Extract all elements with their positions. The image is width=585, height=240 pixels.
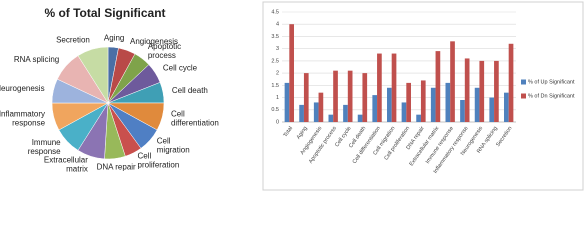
bar xyxy=(343,104,348,122)
pie-label: Cell death xyxy=(172,86,208,95)
bar xyxy=(445,82,451,122)
bar xyxy=(357,114,363,122)
bar xyxy=(479,60,485,122)
pie-label: Cell migration xyxy=(157,137,190,155)
legend-swatch xyxy=(521,79,526,85)
bar xyxy=(494,60,499,122)
y-tick-label: 0 xyxy=(276,119,279,125)
pie-label: Cell proliferation xyxy=(138,152,180,170)
bar xyxy=(303,73,309,122)
legend-label: % of Dn Significant xyxy=(528,93,575,99)
chart-frame xyxy=(262,1,584,191)
pie-label: Aging xyxy=(104,33,124,42)
bar xyxy=(508,43,514,122)
y-tick-label: 4 xyxy=(276,22,279,28)
bar xyxy=(333,70,338,122)
pie-label: RNA splicing xyxy=(14,55,59,64)
y-tick-label: 0.5 xyxy=(271,107,279,113)
pie-label: Neurogenesis xyxy=(0,84,45,93)
bar xyxy=(504,92,509,122)
x-tick-label: Aging xyxy=(296,126,309,141)
pie-label: Secretion xyxy=(56,36,90,45)
y-tick-label: 3 xyxy=(276,46,279,52)
legend-swatch xyxy=(521,93,526,99)
bar xyxy=(450,41,455,123)
y-tick-label: 1 xyxy=(276,95,279,101)
bar xyxy=(489,97,495,122)
pie-label: Cell cycle xyxy=(163,63,198,72)
pie-label: Inflammatory response xyxy=(0,110,46,128)
pie-label: Immune response xyxy=(28,138,61,156)
bar xyxy=(387,87,392,122)
y-tick-label: 4.5 xyxy=(271,9,279,15)
bar xyxy=(474,87,480,122)
pie-slice xyxy=(77,46,109,104)
bar xyxy=(289,24,294,122)
y-tick-label: 1.5 xyxy=(271,83,279,89)
y-tick-label: 3.5 xyxy=(271,34,279,40)
bar xyxy=(406,82,411,122)
bar xyxy=(391,53,397,122)
page: % of Total Significant Aging Angiogenesis… xyxy=(0,1,584,191)
x-tick-label: Total xyxy=(283,126,295,139)
bar xyxy=(401,102,407,122)
bar xyxy=(464,58,470,122)
bar xyxy=(377,53,382,122)
bar xyxy=(284,82,290,122)
bar xyxy=(299,104,304,122)
bar xyxy=(430,87,436,122)
bar xyxy=(318,92,324,122)
bar xyxy=(372,95,378,122)
pie-title: % of Total Significant xyxy=(44,6,165,20)
legend-label: % of Up Significant xyxy=(528,79,575,85)
pie-label: Apoptotic process xyxy=(148,42,181,60)
bar xyxy=(420,80,426,122)
y-tick-label: 2 xyxy=(276,71,279,77)
pie-label: DNA repair xyxy=(97,163,136,172)
pie-label: Cell differentiation xyxy=(171,110,219,128)
bar xyxy=(362,73,368,122)
bar xyxy=(435,51,441,122)
bar xyxy=(328,114,334,122)
bar xyxy=(313,102,319,122)
pie-label: Extracellular matrix xyxy=(44,155,88,173)
bar xyxy=(460,100,465,122)
y-tick-label: 2.5 xyxy=(271,58,279,64)
bar xyxy=(416,114,421,122)
bar xyxy=(347,70,353,122)
pie-label: Angiogenesis xyxy=(130,37,178,46)
